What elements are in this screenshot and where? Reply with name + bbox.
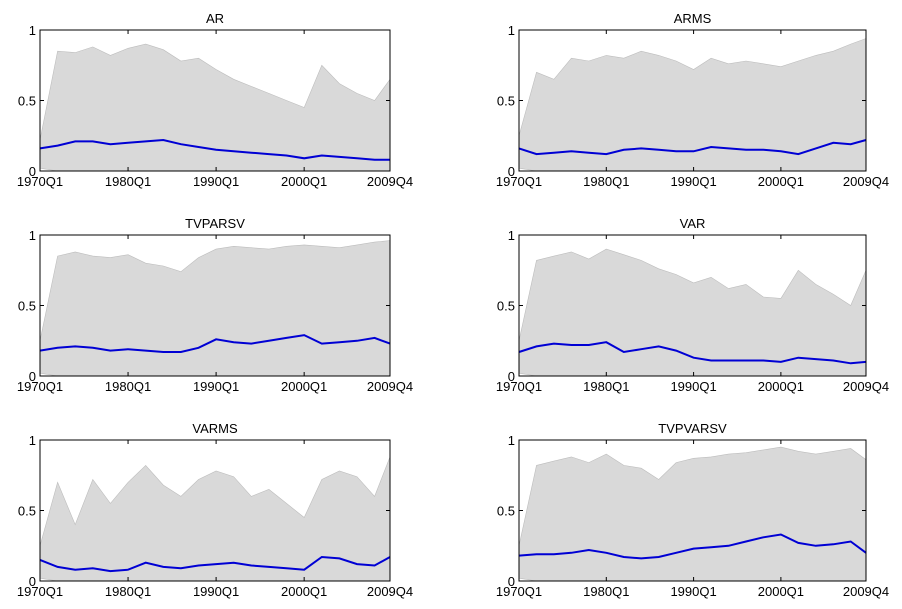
confidence-band (39, 456, 391, 582)
x-tick-label: 1970Q1 (17, 174, 63, 189)
chart-panel: VARMS 0 0.5 1 1970Q1 1980Q1 1990Q1 2000Q1 2009Q4 (17, 421, 413, 599)
y-tick-label: 1 (508, 228, 515, 243)
x-tick-label: 2009Q4 (843, 174, 889, 189)
x-tick-label: 1970Q1 (496, 584, 542, 599)
confidence-band (39, 240, 391, 377)
x-tick-label: 2000Q1 (758, 379, 804, 394)
chart-panel: ARMS 0 0.5 1 1970Q1 1980Q1 1990Q1 2000Q1 2009Q4 (496, 11, 889, 189)
x-tick-label: 2000Q1 (758, 584, 804, 599)
y-tick-label: 1 (508, 433, 515, 448)
x-tick-label: 2009Q4 (367, 174, 413, 189)
x-tick-label: 1980Q1 (105, 584, 151, 599)
y-tick-label: 0 (29, 574, 36, 589)
y-tick-label: 1 (508, 23, 515, 38)
x-tick-label: 1970Q1 (17, 584, 63, 599)
series-line (39, 334, 391, 353)
confidence-band (39, 43, 391, 172)
x-tick-label: 1980Q1 (105, 379, 151, 394)
chart-title: ARMS (674, 11, 712, 26)
x-tick-label: 2009Q4 (843, 379, 889, 394)
y-tick-label: 0.5 (497, 504, 515, 519)
x-tick-label: 1970Q1 (17, 379, 63, 394)
chart-title: AR (206, 11, 224, 26)
y-tick-label: 0 (29, 369, 36, 384)
chart-panel: TVPVARSV 0 0.5 1 1970Q1 1980Q1 1990Q1 2000Q1 200… (496, 421, 889, 599)
series-line (518, 533, 867, 560)
y-tick-label: 1 (29, 23, 36, 38)
x-tick-label: 1990Q1 (670, 379, 716, 394)
chart-title: TVPARSV (185, 216, 245, 231)
y-tick-label: 0 (508, 369, 515, 384)
chart-title: TVPVARSV (658, 421, 727, 436)
x-tick-label: 1980Q1 (583, 379, 629, 394)
x-tick-label: 1980Q1 (583, 174, 629, 189)
y-tick-label: 1 (29, 433, 36, 448)
y-tick-label: 0 (508, 574, 515, 589)
x-tick-label: 1980Q1 (105, 174, 151, 189)
x-tick-label: 1970Q1 (496, 174, 542, 189)
chart-panel: VAR 0 0.5 1 1970Q1 1980Q1 1990Q1 2000Q1 2009Q4 (496, 216, 889, 394)
series-line (518, 341, 867, 365)
x-tick-label: 2000Q1 (758, 174, 804, 189)
series-line (39, 138, 390, 161)
x-tick-label: 1990Q1 (193, 174, 239, 189)
x-tick-label: 2009Q4 (367, 584, 413, 599)
chart-panel: AR 0 0.5 1 1970Q1 1980Q1 1990Q1 2000Q1 2009Q4 (17, 11, 413, 189)
y-tick-label: 0 (508, 164, 515, 179)
x-tick-label: 1980Q1 (583, 584, 629, 599)
y-tick-label: 0 (29, 164, 36, 179)
chart-title: VARMS (192, 421, 238, 436)
confidence-band (518, 446, 867, 582)
y-tick-label: 0.5 (497, 94, 515, 109)
x-tick-label: 2000Q1 (281, 379, 327, 394)
series-line (39, 555, 391, 573)
x-tick-label: 2000Q1 (281, 584, 327, 599)
x-tick-label: 1990Q1 (193, 379, 239, 394)
y-tick-label: 0.5 (18, 504, 36, 519)
x-tick-label: 1990Q1 (670, 174, 716, 189)
y-tick-label: 0.5 (497, 299, 515, 314)
x-tick-label: 2009Q4 (843, 584, 889, 599)
x-tick-label: 1970Q1 (496, 379, 542, 394)
chart-title: VAR (680, 216, 706, 231)
y-tick-label: 1 (29, 228, 36, 243)
x-tick-label: 1990Q1 (193, 584, 239, 599)
chart-panel: TVPARSV 0 0.5 1 1970Q1 1980Q1 1990Q1 2000Q1 2009… (17, 216, 413, 394)
y-tick-label: 0.5 (18, 299, 36, 314)
x-tick-label: 1990Q1 (670, 584, 716, 599)
x-tick-label: 2000Q1 (281, 174, 327, 189)
series-line (518, 139, 867, 156)
y-tick-label: 0.5 (18, 94, 36, 109)
x-tick-label: 2009Q4 (367, 379, 413, 394)
